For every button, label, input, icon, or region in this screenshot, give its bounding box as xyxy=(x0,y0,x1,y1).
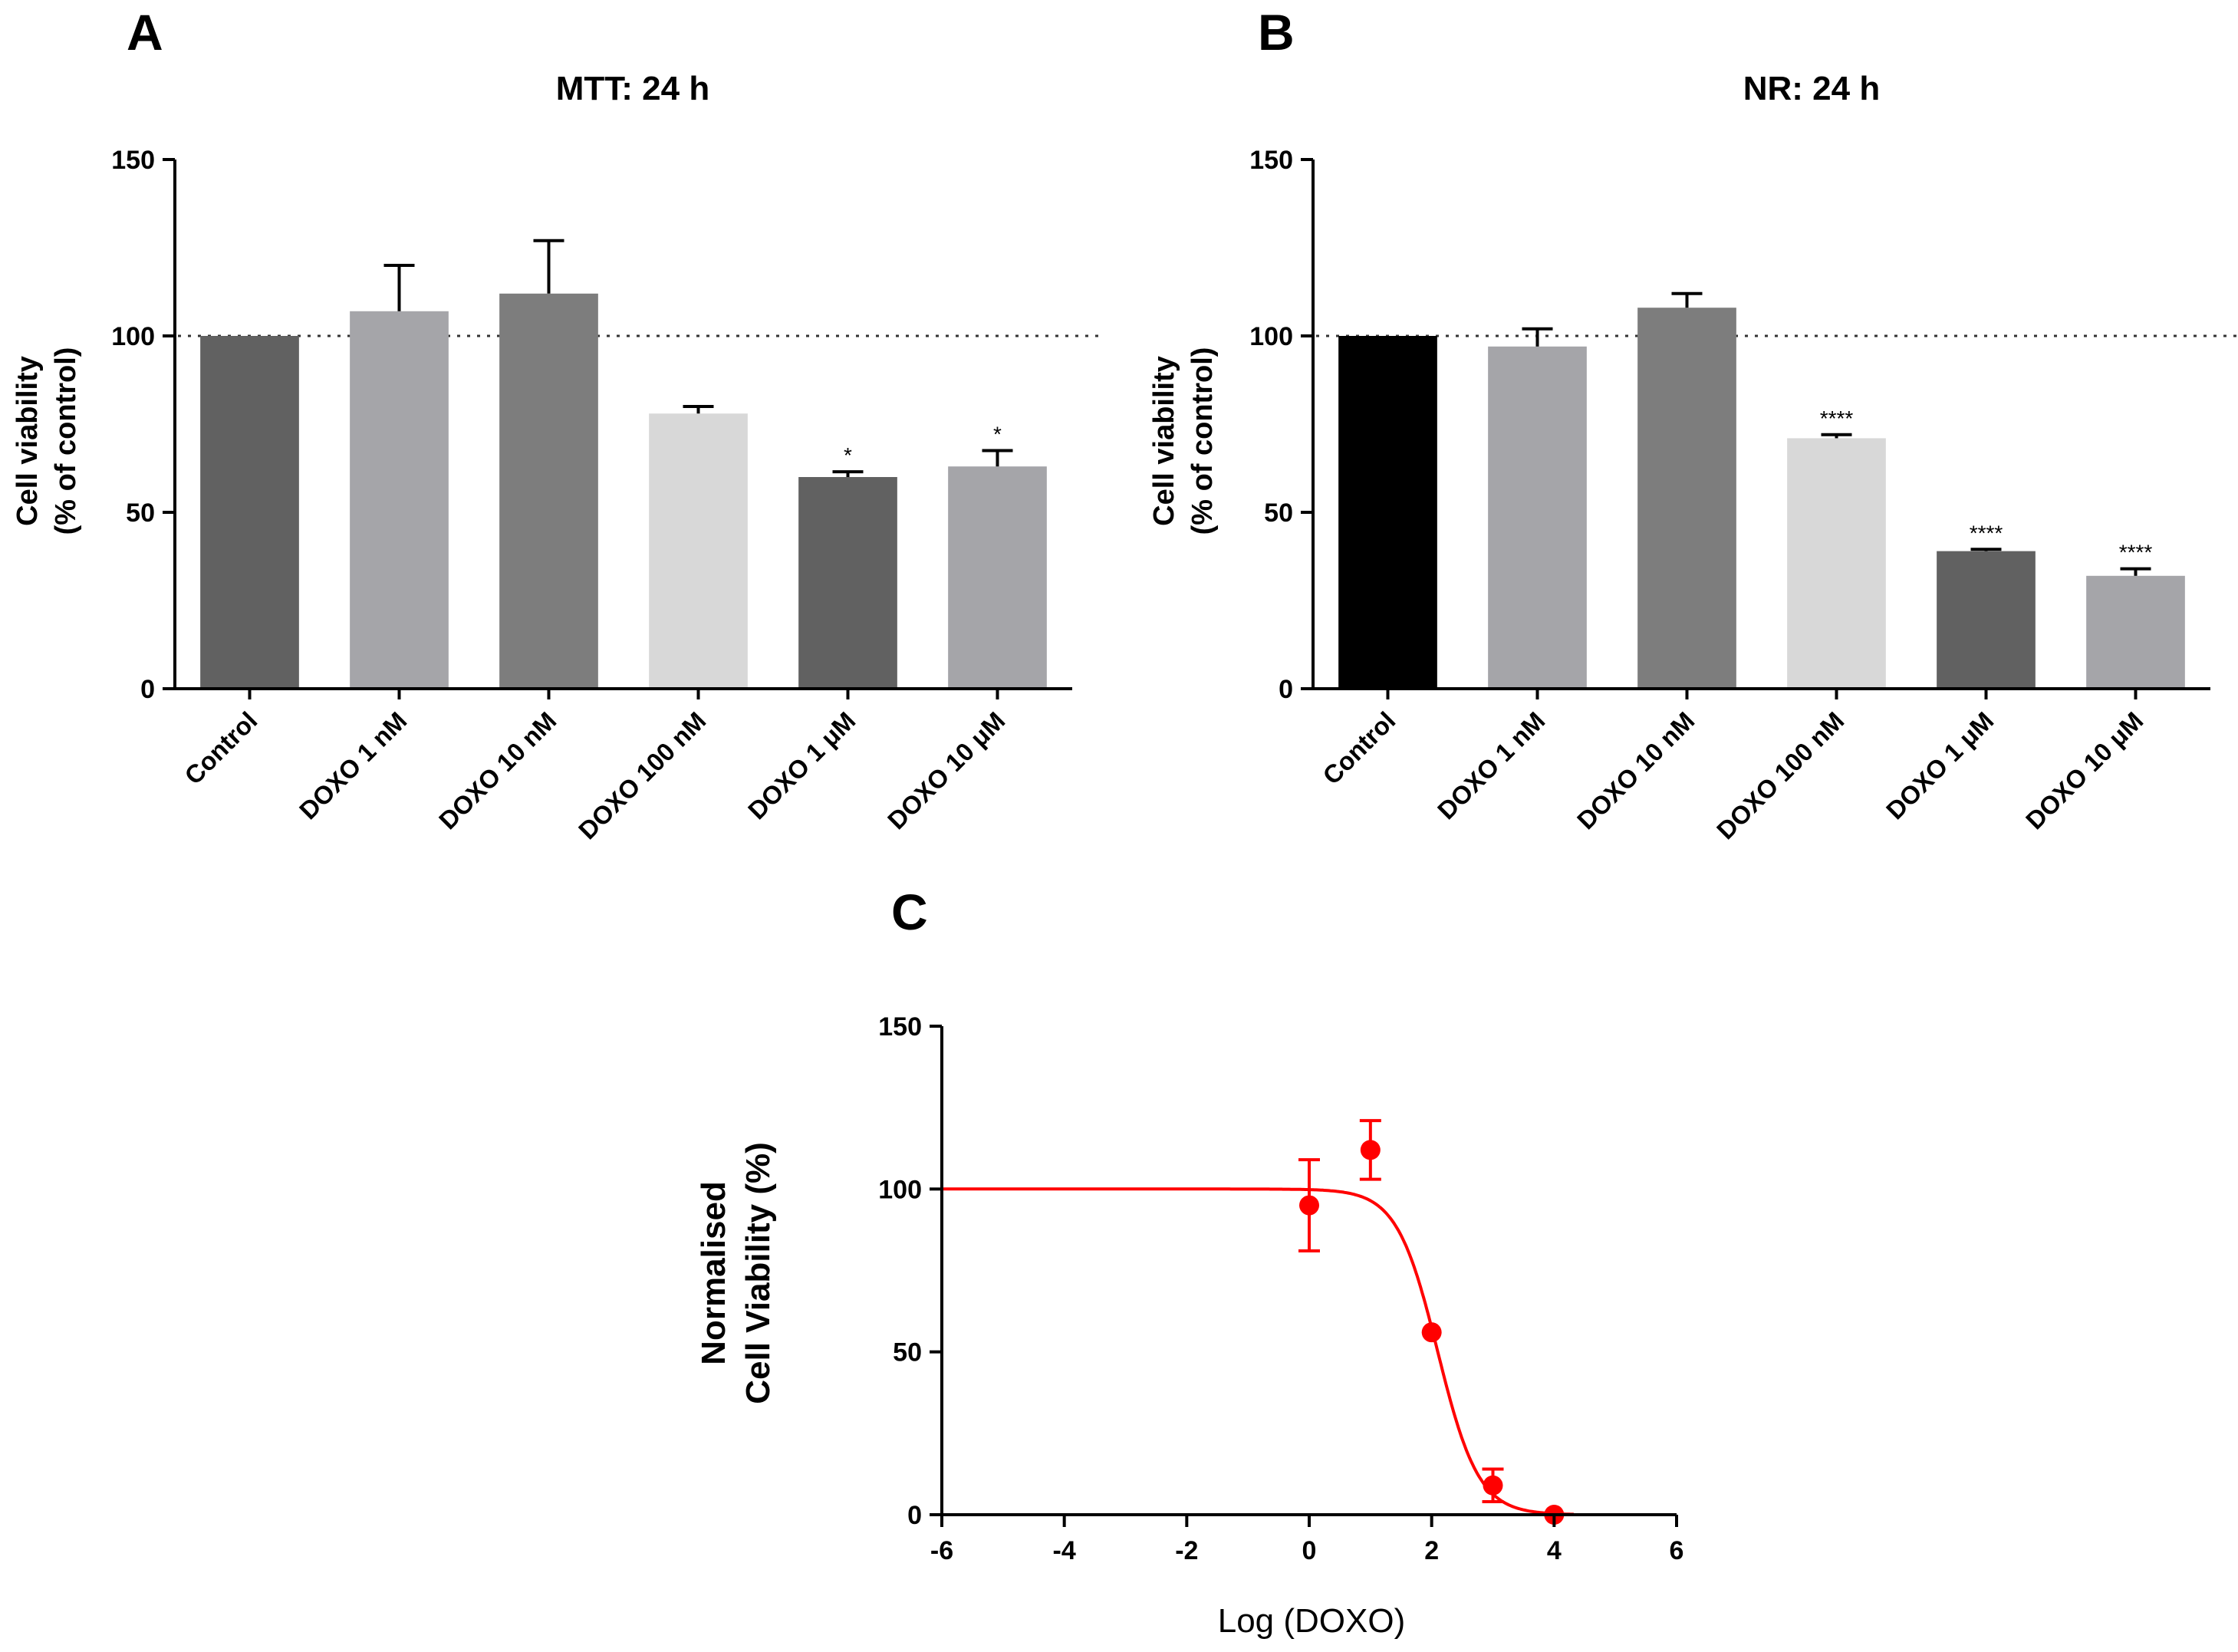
panel-a-ytick-label-3: 150 xyxy=(111,146,155,175)
panel-a-bar-5 xyxy=(948,466,1047,689)
panel-c-ytick-label-3: 150 xyxy=(878,1012,922,1042)
panel-b-title: NR: 24 h xyxy=(1743,70,1880,107)
panel-b-bar-1 xyxy=(1488,346,1587,689)
panel-b-bar-2 xyxy=(1637,308,1736,689)
panel-b-ylabel-line2: (% of control) xyxy=(1186,347,1219,535)
panel-c-ylabel-line2: Cell Viability (%) xyxy=(739,1142,777,1404)
panel-b-significance-5: **** xyxy=(2119,541,2153,564)
panel-c-xtick-label-6: 6 xyxy=(1670,1536,1684,1565)
panel-c-point-0 xyxy=(1299,1195,1319,1216)
panel-c-xtick-label-1: -4 xyxy=(1053,1536,1076,1565)
panel-c-xtick-label-5: 4 xyxy=(1547,1536,1562,1565)
panel-c-xtick-label-4: 2 xyxy=(1424,1536,1439,1565)
panel-b-ytick-label-1: 50 xyxy=(1264,499,1293,528)
panel-c-point-1 xyxy=(1360,1140,1381,1160)
panel-a-bar-1 xyxy=(350,311,449,689)
panel-c-ylabel-line1: Normalised xyxy=(695,1181,732,1365)
panel-letter-b: B xyxy=(1258,4,1295,61)
panel-letter-a: A xyxy=(127,4,163,61)
panel-b-ylabel-line1: Cell viability xyxy=(1148,356,1180,526)
panel-c-fit-curve xyxy=(942,1187,1574,1516)
panel-c-ytick-label-0: 0 xyxy=(907,1501,922,1530)
panel-a-bar-0 xyxy=(200,336,299,689)
panel-c-xlabel: Log (DOXO) xyxy=(1218,1602,1406,1640)
panel-b-bar-3 xyxy=(1787,438,1886,689)
panel-letter-c: C xyxy=(891,884,928,940)
panel-c-ytick-label-1: 50 xyxy=(893,1338,922,1367)
panel-a-bar-2 xyxy=(499,293,598,689)
panel-b-ytick-label-3: 150 xyxy=(1249,146,1293,175)
panel-a-significance-5: * xyxy=(993,423,1002,446)
panel-b-significance-3: **** xyxy=(1820,406,1854,430)
panel-c-xtick-label-0: -6 xyxy=(930,1536,953,1565)
panel-a-ylabel-line1: Cell viability xyxy=(12,356,44,526)
panel-a-ylabel-line2: (% of control) xyxy=(50,347,82,535)
panel-a-ytick-label-1: 50 xyxy=(126,499,155,528)
panel-a-ytick-label-2: 100 xyxy=(111,322,155,351)
panel-c-plot-area: 0 50 100 150 -6 -4 -2 0 2 4 6 xyxy=(878,1012,1683,1565)
panel-b-significance-4: **** xyxy=(1970,521,2003,545)
panel-b-bar-0 xyxy=(1338,336,1437,689)
panel-a-title: MTT: 24 h xyxy=(556,70,709,107)
panel-a-bar-3 xyxy=(649,413,748,689)
panel-c-xtick-label-2: -2 xyxy=(1175,1536,1198,1565)
panel-c-point-3 xyxy=(1483,1475,1503,1496)
panel-c-point-2 xyxy=(1421,1322,1442,1343)
panel-a-bar-4 xyxy=(798,477,897,689)
panel-c-dose-response-chart: Normalised Cell Viability (%) Log (DOXO)… xyxy=(695,1012,1683,1640)
panel-b-bar-4 xyxy=(1937,551,2036,689)
panel-b-ytick-label-0: 0 xyxy=(1279,675,1293,704)
panel-c-ytick-label-2: 100 xyxy=(878,1175,922,1204)
panel-a-significance-4: * xyxy=(844,443,852,467)
panel-b-ytick-label-2: 100 xyxy=(1249,322,1293,351)
panel-c-xtick-label-3: 0 xyxy=(1302,1536,1317,1565)
panel-a-ytick-label-0: 0 xyxy=(140,675,155,704)
panel-b-bar-5 xyxy=(2086,575,2185,689)
